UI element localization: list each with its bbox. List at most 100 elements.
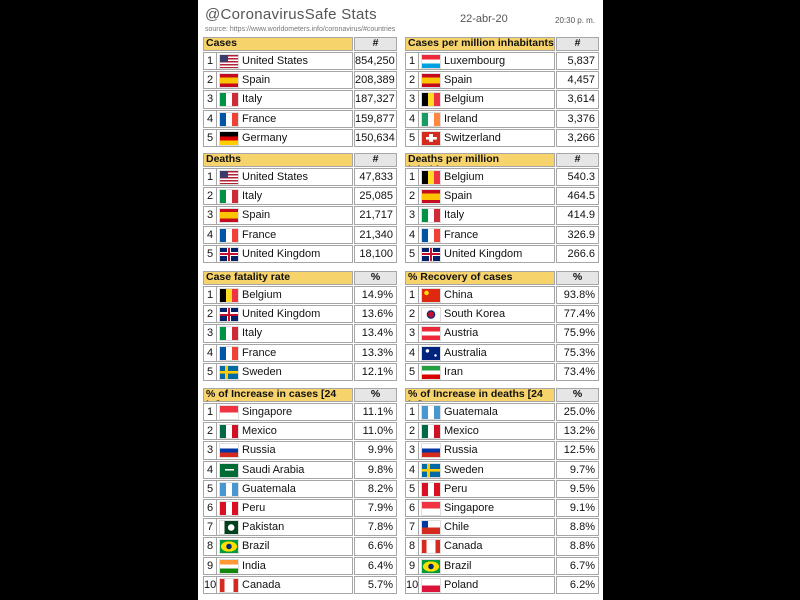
- value-cell: 75.3%: [556, 343, 599, 362]
- rank-cell: 2: [405, 71, 419, 90]
- country-name: Belgium: [242, 289, 282, 301]
- rank-cell: 3: [203, 206, 217, 225]
- country-cell: Russia: [418, 441, 555, 460]
- country-flag: [219, 443, 239, 459]
- country-name: France: [242, 346, 277, 359]
- rank-cell: 9: [405, 556, 419, 575]
- value-cell: 73.4%: [556, 362, 599, 381]
- country-cell: Saudi Arabia: [216, 460, 353, 479]
- country-name: Spain: [242, 74, 271, 87]
- value-cell: 12.5%: [556, 441, 599, 460]
- rank-cell: 3: [405, 206, 419, 225]
- country-name: Italy: [242, 327, 263, 340]
- country-name: Belgium: [444, 93, 484, 106]
- country-flag: [219, 92, 239, 108]
- country-cell: Russia: [216, 441, 353, 460]
- rank-cell: 9: [203, 556, 217, 575]
- country-cell: South Korea: [418, 305, 555, 324]
- country-name: France: [444, 228, 479, 241]
- country-flag: [219, 326, 239, 342]
- rank-cell: 5: [203, 244, 217, 263]
- country-cell: France: [418, 225, 555, 244]
- country-name: France: [242, 112, 277, 125]
- country-cell: Peru: [418, 479, 555, 498]
- country-cell: Italy: [216, 90, 353, 109]
- country-name: Australia: [444, 346, 487, 359]
- rank-cell: 2: [203, 187, 217, 206]
- country-cell: Spain: [418, 187, 555, 206]
- country-cell: Sweden: [418, 460, 555, 479]
- country-cell: Italy: [216, 324, 353, 343]
- country-flag: [219, 73, 239, 89]
- country-cell: Sweden: [216, 362, 353, 381]
- country-name: Italy: [242, 190, 263, 203]
- country-flag: [219, 130, 239, 146]
- table-title: Deaths per million inhabitants: [405, 153, 555, 167]
- value-cell: 9.1%: [556, 499, 599, 518]
- country-flag: [421, 443, 441, 459]
- country-name: United Kingdom: [242, 308, 321, 321]
- rank-cell: 5: [203, 128, 217, 147]
- country-name: Guatemala: [242, 482, 296, 495]
- country-name: United States: [242, 171, 309, 183]
- country-cell: Spain: [216, 71, 353, 90]
- rank-cell: 4: [405, 343, 419, 362]
- table-title: Case fatality rate: [203, 271, 353, 285]
- rank-cell: 1: [203, 168, 217, 187]
- value-cell: 11.0%: [354, 422, 397, 441]
- value-cell: 47,833: [354, 168, 397, 187]
- value-cell: 8.8%: [556, 537, 599, 556]
- country-name: Spain: [444, 74, 473, 87]
- country-cell: Iran: [418, 362, 555, 381]
- rank-cell: 6: [405, 499, 419, 518]
- country-name: South Korea: [444, 308, 506, 321]
- table-title: Cases: [203, 37, 353, 51]
- country-flag: [421, 307, 441, 323]
- country-flag: [421, 577, 441, 593]
- country-name: China: [444, 289, 473, 301]
- country-flag: [421, 326, 441, 342]
- rank-cell: 1: [203, 286, 217, 305]
- country-name: Belgium: [444, 171, 484, 183]
- country-name: Guatemala: [444, 406, 498, 418]
- country-name: Chile: [444, 521, 470, 534]
- country-flag: [421, 539, 441, 555]
- country-flag: [219, 405, 239, 420]
- rank-cell: 3: [405, 441, 419, 460]
- value-cell: 9.8%: [354, 460, 397, 479]
- rank-cell: 10: [405, 575, 419, 594]
- country-flag: [421, 189, 441, 205]
- value-cell: 8.8%: [556, 518, 599, 537]
- country-cell: Guatemala: [418, 403, 555, 422]
- column-header: #: [556, 153, 599, 167]
- sheet-source: source: https://www.worldometers.info/co…: [205, 26, 396, 33]
- country-flag: [421, 364, 441, 380]
- country-cell: United Kingdom: [418, 244, 555, 263]
- country-flag: [421, 170, 441, 185]
- column-header: %: [556, 271, 599, 285]
- country-flag: [219, 577, 239, 593]
- country-flag: [219, 462, 239, 478]
- country-cell: Ireland: [418, 109, 555, 128]
- country-flag: [421, 130, 441, 146]
- country-cell: China: [418, 286, 555, 305]
- country-cell: Spain: [418, 71, 555, 90]
- column-header: %: [354, 271, 397, 285]
- column-header: #: [354, 37, 397, 51]
- rank-cell: 5: [203, 362, 217, 381]
- country-flag: [421, 288, 441, 303]
- country-cell: France: [216, 225, 353, 244]
- country-name: Pakistan: [242, 521, 285, 534]
- country-name: Peru: [242, 502, 266, 514]
- rank-cell: 2: [203, 422, 217, 441]
- value-cell: 75.9%: [556, 324, 599, 343]
- column-header: %: [354, 388, 397, 402]
- rank-cell: 1: [203, 52, 217, 71]
- country-cell: Italy: [216, 187, 353, 206]
- country-cell: United States: [216, 52, 353, 71]
- country-name: Sweden: [444, 463, 484, 476]
- value-cell: 77.4%: [556, 305, 599, 324]
- table-title: % of Increase in cases [24 hr]: [203, 388, 353, 402]
- country-flag: [219, 307, 239, 323]
- rank-cell: 3: [405, 90, 419, 109]
